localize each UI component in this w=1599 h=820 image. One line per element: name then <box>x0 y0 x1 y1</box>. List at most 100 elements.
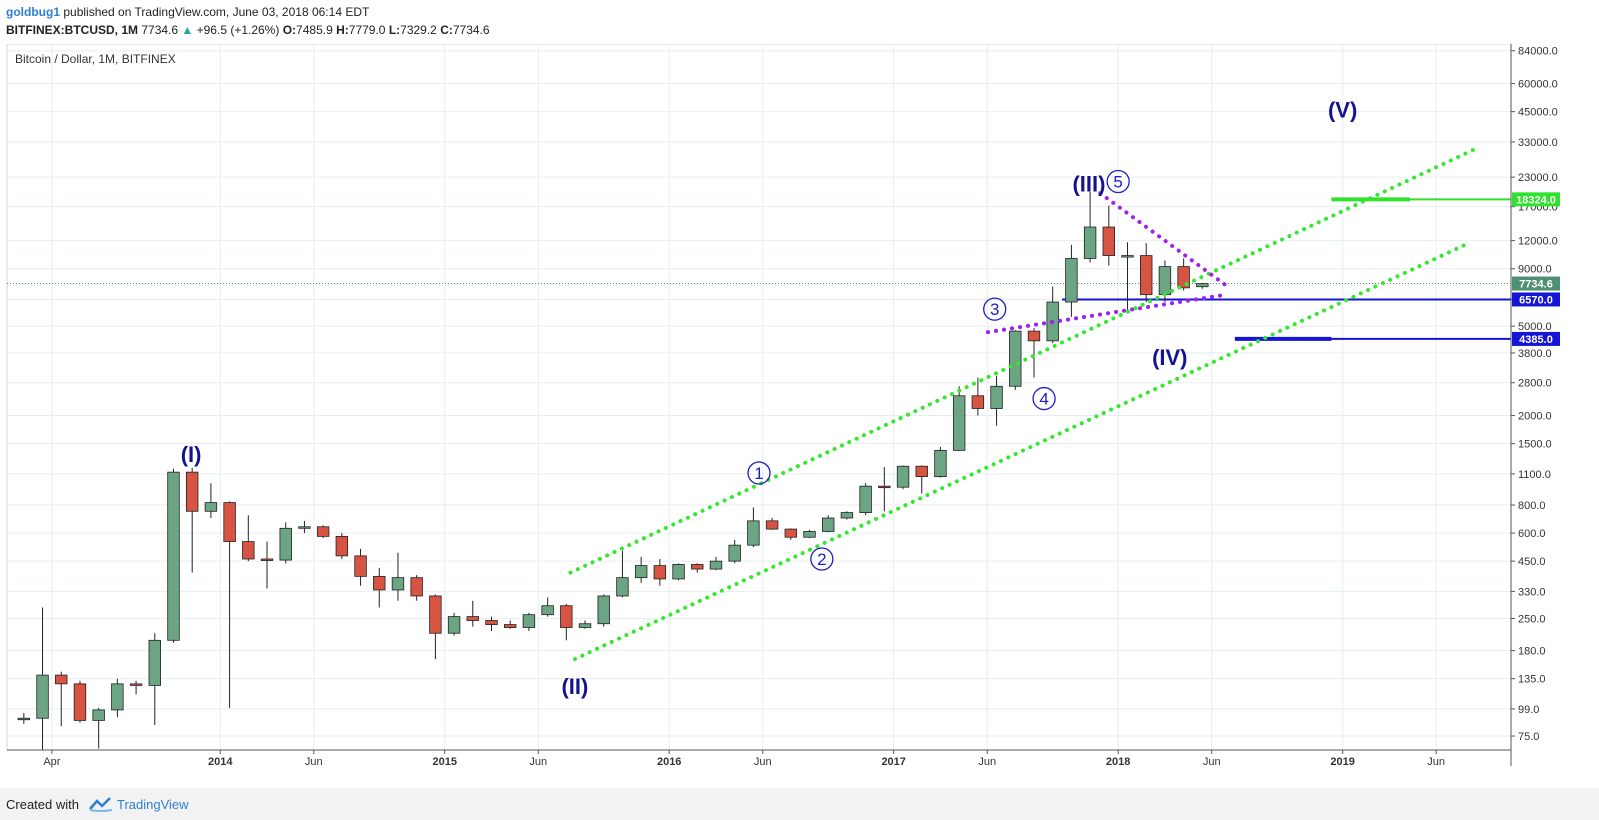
candle-down <box>1177 258 1190 291</box>
candle-body <box>971 395 985 409</box>
candle-up <box>204 483 218 519</box>
candle-down <box>466 600 479 627</box>
candle-body <box>204 502 218 512</box>
close-value: 7734.6 <box>452 23 490 37</box>
candle-body <box>298 526 311 529</box>
tradingview-logo-icon[interactable] <box>88 796 114 812</box>
candle-body <box>616 577 629 597</box>
resistance-18324-price-box <box>1512 192 1560 207</box>
price-tick-label: 600.0 <box>1518 528 1546 540</box>
candle-body <box>167 471 180 641</box>
candle-body <box>859 485 872 513</box>
candle-down <box>373 567 386 608</box>
price-tick-label: 135.0 <box>1518 674 1546 686</box>
candle-body <box>1083 226 1097 259</box>
candle-up <box>36 607 49 750</box>
resistance-18324-price-label: 18324.0 <box>1516 194 1556 206</box>
plot-area <box>6 44 1512 751</box>
wave-circle <box>1106 169 1130 194</box>
tradingview-brand-link[interactable]: TradingView <box>117 797 189 812</box>
publish-line: goldbug1 published on TradingView.com, J… <box>6 5 369 19</box>
author-link[interactable]: goldbug1 <box>6 5 60 19</box>
candle-body <box>148 639 161 686</box>
chart-area[interactable]: (I) (II) (III) (IV) (V) 1 2 3 4 5 75.0 99.0 135.0 18… <box>0 44 1599 788</box>
candle-body <box>784 528 798 538</box>
time-tick-label: Jun <box>1203 756 1221 768</box>
candle-body <box>803 531 816 538</box>
candle-body <box>672 564 685 580</box>
candle-body <box>541 605 554 616</box>
candle-body <box>952 395 966 451</box>
candle-body <box>747 520 760 546</box>
candle-up <box>1121 242 1134 310</box>
time-tick-label: 2019 <box>1330 756 1354 768</box>
candle-up <box>148 633 161 725</box>
candle-down <box>878 467 891 512</box>
candle-body <box>429 595 442 634</box>
candle-body <box>934 449 947 478</box>
created-with-text: Created with <box>6 797 79 812</box>
candle-up <box>990 375 1003 426</box>
price-tick-label: 9000.0 <box>1518 264 1552 276</box>
candle-up <box>952 386 966 452</box>
wave-label-minor: 1 <box>754 464 763 483</box>
time-tick-label: 2015 <box>432 756 456 768</box>
candle-up <box>447 612 461 636</box>
time-tick-label: 2016 <box>657 756 681 768</box>
candle-body <box>765 520 779 530</box>
symbol-label: BITFINEX:BTCUSD, 1M <box>6 23 138 37</box>
candle-body <box>223 502 236 542</box>
candle-down <box>765 518 779 530</box>
candle-up <box>167 468 180 643</box>
price-tick-label: 2800.0 <box>1518 378 1552 390</box>
candle-body <box>485 620 498 625</box>
time-tick-label: Jun <box>1427 756 1445 768</box>
candle-down <box>485 616 498 631</box>
price-tick-label: 800.0 <box>1518 500 1546 512</box>
candle-body <box>840 512 854 519</box>
high-value: 7779.0 <box>348 23 386 37</box>
candle-down <box>429 594 442 660</box>
time-tick-label: Apr <box>43 756 60 768</box>
candle-body <box>410 577 423 597</box>
candle-up <box>747 507 760 548</box>
price-axis[interactable]: 75.0 99.0 135.0 180.0 250.0 330.0 450.0 600.0 80… <box>1511 46 1560 743</box>
candle-down <box>185 467 199 573</box>
wave-circle <box>810 547 834 571</box>
candle-body <box>354 555 367 577</box>
price-tick-label: 5000.0 <box>1518 321 1552 333</box>
candle-down <box>504 620 517 629</box>
price-tick-label: 45000.0 <box>1518 107 1558 119</box>
candle-down <box>1102 205 1116 266</box>
price-tick-label: 60000.0 <box>1518 79 1558 91</box>
candle-body <box>279 527 292 561</box>
candle-down <box>55 671 68 727</box>
price-tick-label: 12000.0 <box>1518 236 1558 248</box>
candle-body <box>391 577 405 591</box>
chart-title: Bitcoin / Dollar, 1M, BITFINEX <box>15 52 176 66</box>
wave-label-major: (V) <box>1328 98 1357 123</box>
candle-down <box>653 559 667 586</box>
time-tick-label: Jun <box>978 756 996 768</box>
footer: Created with TradingView <box>0 788 1599 820</box>
wave-label-major: (IV) <box>1152 345 1187 370</box>
price-tick-label: 3800.0 <box>1518 348 1552 360</box>
time-axis[interactable]: Apr 2014 Jun 2015 Jun 2016 Jun 2017 Jun 2018 Jun 20… <box>43 750 1445 768</box>
wave-label-major: (II) <box>561 674 588 699</box>
candle-body <box>447 616 461 634</box>
candle-up <box>597 594 610 627</box>
candle-up <box>541 597 554 617</box>
candle-up <box>634 556 648 583</box>
wave-circle <box>1032 386 1056 411</box>
candle-body <box>634 565 648 579</box>
wave-label-major: (I) <box>181 442 202 467</box>
candle-body <box>129 683 143 686</box>
wave-label-minor: 5 <box>1113 173 1122 192</box>
triangle-bottom-line <box>985 292 1228 335</box>
close-label: C: <box>440 23 453 37</box>
candle-body <box>111 683 124 711</box>
candle-body <box>878 485 891 489</box>
candle-down <box>1140 243 1153 303</box>
candle-body <box>92 709 105 721</box>
candle-body <box>73 683 87 721</box>
